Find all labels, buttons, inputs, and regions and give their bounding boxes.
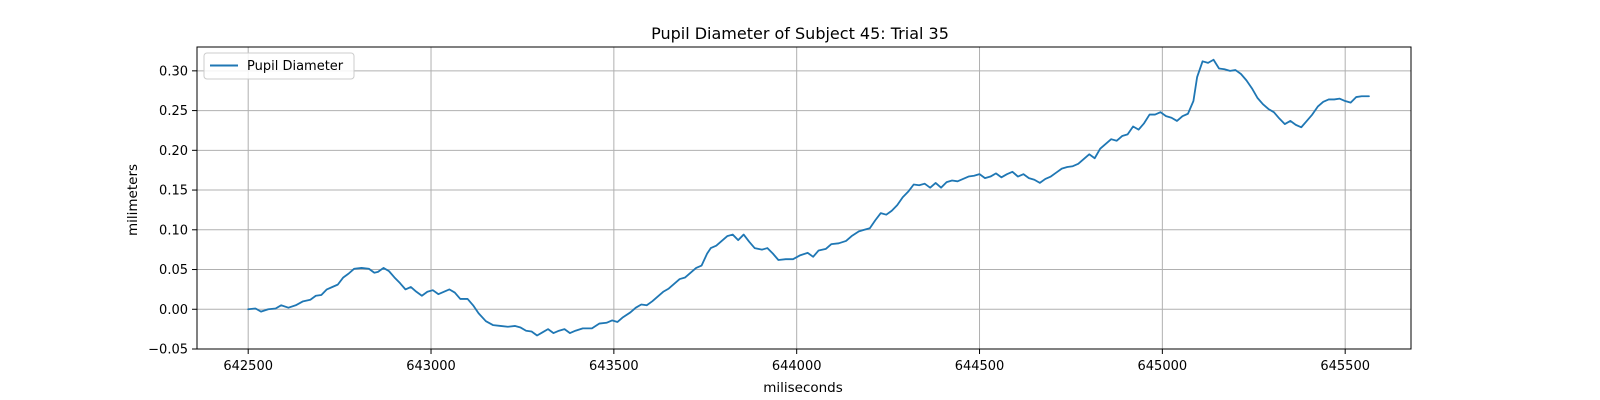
series-layer — [247, 58, 1370, 337]
x-tick-label: 642500 — [223, 359, 273, 374]
series-line-pupil-diameter — [247, 58, 1370, 337]
y-axis-label: milimeters — [125, 164, 141, 236]
x-axis-ticks: 642500 643000 643500 644000 644500 645000 6455… — [223, 349, 1370, 374]
y-tick-label: 0.05 — [159, 263, 188, 278]
legend: Pupil Diameter — [203, 52, 355, 80]
y-tick-label: 0.10 — [159, 223, 188, 238]
y-tick-label: 0.00 — [159, 303, 188, 318]
chart-title: Pupil Diameter of Subject 45: Trial 35 — [651, 24, 949, 43]
x-axis-label: miliseconds — [763, 380, 843, 396]
x-tick-label: 644000 — [772, 359, 822, 374]
x-tick-label: 645500 — [1320, 359, 1370, 374]
x-tick-label: 644500 — [955, 359, 1005, 374]
y-tick-label: −0.05 — [148, 343, 188, 358]
x-tick-label: 645000 — [1138, 359, 1188, 374]
grid-lines — [197, 47, 1411, 350]
y-tick-label: 0.25 — [159, 104, 188, 119]
legend-label-pupil-diameter: Pupil Diameter — [247, 59, 344, 74]
legend-box — [203, 52, 355, 80]
y-axis-ticks: −0.05 0.00 0.05 0.10 0.15 0.20 0.25 0.30 — [148, 64, 197, 358]
x-tick-label: 643000 — [406, 359, 456, 374]
x-tick-label: 643500 — [589, 359, 639, 374]
y-tick-label: 0.15 — [159, 184, 188, 199]
y-tick-label: 0.20 — [159, 144, 188, 159]
plot-frame — [196, 46, 1412, 350]
y-tick-label: 0.30 — [159, 64, 188, 79]
